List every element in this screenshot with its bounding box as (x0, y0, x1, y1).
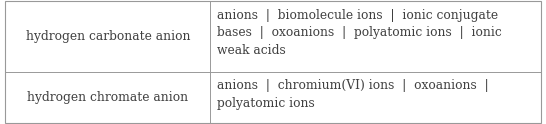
Text: hydrogen chromate anion: hydrogen chromate anion (27, 91, 188, 104)
Text: anions  |  chromium(VI) ions  |  oxoanions  |
polyatomic ions: anions | chromium(VI) ions | oxoanions |… (217, 79, 489, 110)
Text: anions  |  biomolecule ions  |  ionic conjugate
bases  |  oxoanions  |  polyatom: anions | biomolecule ions | ionic conjug… (217, 9, 502, 57)
Text: hydrogen carbonate anion: hydrogen carbonate anion (26, 30, 190, 43)
